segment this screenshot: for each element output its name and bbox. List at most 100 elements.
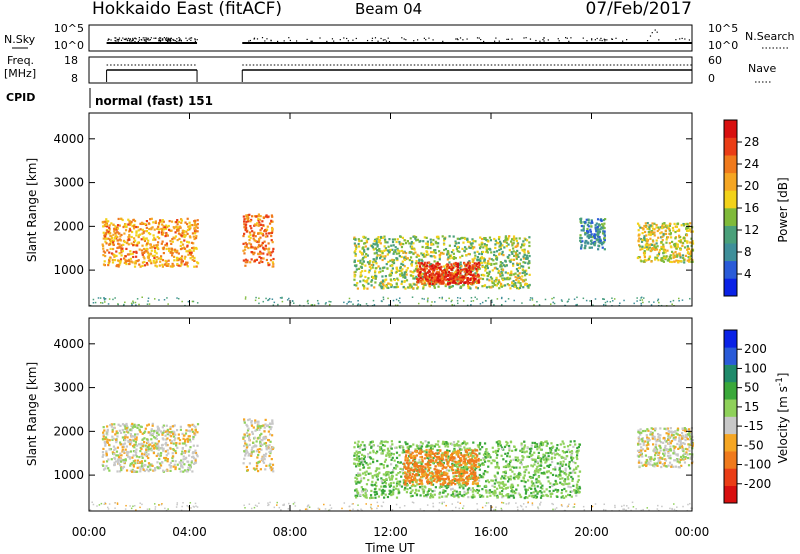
heatmap-cell — [400, 282, 403, 286]
noise-point — [591, 38, 593, 40]
colorbar-swatch — [724, 120, 737, 138]
heatmap-cell — [169, 465, 173, 468]
heatmap-cell — [579, 240, 583, 244]
heatmap-cell — [409, 495, 413, 498]
heatmap-cell — [421, 278, 424, 281]
heatmap-cell — [184, 444, 188, 447]
heatmap-cell — [423, 494, 426, 498]
heatmap-cell — [257, 224, 260, 227]
heatmap-cell — [123, 437, 126, 440]
heatmap-cell — [536, 485, 539, 488]
heatmap-cell — [525, 257, 528, 260]
noise-point — [150, 37, 152, 39]
heatmap-cell — [360, 477, 363, 480]
heatmap-cell — [192, 235, 195, 238]
heatmap-cell — [579, 239, 582, 242]
heatmap-cell — [194, 461, 198, 464]
heatmap-cell — [124, 255, 127, 258]
heatmap-cell — [248, 438, 251, 442]
heatmap-cell — [269, 452, 272, 455]
heatmap-cell — [410, 240, 413, 244]
heatmap-cell — [418, 268, 421, 271]
heatmap-cell — [415, 239, 418, 242]
heatmap-cell — [164, 434, 167, 437]
heatmap-cell — [402, 251, 405, 254]
heatmap-cell — [353, 260, 356, 263]
heatmap-cell — [177, 433, 180, 436]
heatmap-cell — [522, 286, 525, 289]
heatmap-cell — [260, 227, 263, 230]
noise-point — [118, 37, 121, 39]
heatmap-cell — [590, 220, 593, 223]
heatmap-cell — [389, 482, 393, 485]
heatmap-cell — [476, 265, 479, 269]
heatmap-cell — [392, 261, 396, 265]
heatmap-cell — [459, 270, 462, 273]
heatmap-cell — [179, 428, 182, 431]
heatmap-cell — [357, 303, 360, 305]
heatmap-cell — [450, 250, 454, 254]
heatmap-cell — [498, 273, 502, 276]
heatmap-cell — [146, 438, 149, 441]
heatmap-cell — [522, 255, 525, 258]
heatmap-cell — [491, 269, 494, 272]
heatmap-cell — [366, 261, 370, 264]
heatmap-cell — [383, 280, 386, 283]
heatmap-cell — [495, 276, 498, 279]
heatmap-cell — [183, 469, 187, 472]
heatmap-cell — [370, 279, 374, 282]
heatmap-cell — [149, 431, 152, 435]
heatmap-cell — [363, 444, 366, 447]
colorbar-swatch — [724, 208, 737, 226]
heatmap-cell — [255, 240, 259, 243]
heatmap-cell — [184, 255, 187, 258]
heatmap-cell — [107, 263, 110, 267]
heatmap-cell — [396, 258, 399, 262]
heatmap-cell — [673, 244, 677, 248]
heatmap-cell — [116, 264, 119, 267]
heatmap-cell — [400, 255, 403, 259]
heatmap-cell — [455, 471, 459, 474]
heatmap-cell — [529, 299, 531, 301]
heatmap-cell — [187, 435, 190, 438]
heatmap-cell — [136, 298, 139, 300]
heatmap-cell — [99, 297, 102, 299]
heatmap-cell — [176, 223, 179, 226]
heatmap-cell — [104, 301, 106, 303]
heatmap-cell — [474, 254, 477, 257]
heatmap-cell — [133, 446, 136, 449]
heatmap-cell — [437, 285, 440, 288]
heatmap-cell — [358, 451, 361, 454]
heatmap-cell — [586, 227, 589, 231]
heatmap-cell — [147, 232, 151, 235]
heatmap-cell — [140, 465, 144, 468]
heatmap-cell — [169, 425, 172, 429]
heatmap-cell — [551, 473, 555, 477]
heatmap-cell — [499, 282, 503, 285]
heatmap-cell — [662, 260, 665, 263]
heatmap-cell — [506, 493, 509, 496]
heatmap-cell — [416, 483, 419, 486]
heatmap-cell — [254, 468, 257, 471]
noise-point — [127, 37, 130, 39]
noise-point — [326, 40, 328, 43]
heatmap-cell — [482, 495, 485, 498]
heatmap-cell — [259, 232, 262, 235]
heatmap-cell — [463, 493, 466, 496]
heatmap-cell — [510, 251, 513, 254]
colorbar-tick-label: 4 — [744, 267, 752, 281]
heatmap-cell — [508, 463, 511, 466]
heatmap-cell — [147, 462, 151, 465]
heatmap-cell — [467, 261, 470, 264]
heatmap-cell — [602, 230, 605, 233]
heatmap-cell — [182, 451, 185, 455]
heatmap-cell — [601, 232, 605, 235]
heatmap-cell — [508, 249, 511, 252]
heatmap-cell — [174, 466, 177, 469]
noise-point — [261, 37, 264, 39]
heatmap-cell — [113, 463, 117, 466]
heatmap-cell — [486, 489, 489, 492]
heatmap-cell — [439, 268, 442, 271]
heatmap-cell — [457, 272, 461, 275]
heatmap-cell — [134, 440, 137, 444]
